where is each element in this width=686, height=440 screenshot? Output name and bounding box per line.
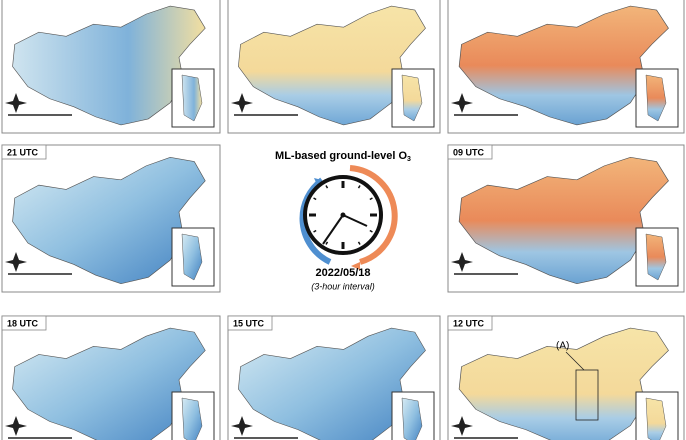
annotation-box [575, 369, 599, 421]
map-panel: 12 UTC (A) [447, 315, 685, 440]
annotation-leader [565, 351, 585, 371]
inset-land [401, 74, 423, 122]
map-region [238, 5, 426, 126]
clock-tick [357, 185, 361, 189]
map-panel: 15 UTC [227, 315, 441, 440]
annotation: (A) [556, 341, 569, 352]
time-label: 12 UTC [453, 318, 485, 328]
inset-land [181, 74, 203, 122]
label-box [1, 315, 47, 331]
map-panel: 21 UTC [1, 144, 221, 293]
arrow-blue [314, 178, 322, 187]
time-label: 21 UTC [7, 147, 39, 157]
clock-tick [369, 197, 373, 201]
map-region [12, 5, 206, 126]
clock-tick [369, 229, 373, 233]
clock-graphic [299, 165, 398, 270]
compass [5, 252, 27, 272]
inset-land [181, 233, 203, 281]
minute-hand [322, 214, 344, 245]
title-text: ML-based ground-level O [275, 150, 407, 162]
time-label: 15 UTC [233, 318, 265, 328]
map-panel: 09 UTC [447, 144, 685, 293]
arc-orange [349, 165, 398, 265]
map-panel: 18 UTC [1, 315, 221, 440]
compass [451, 93, 473, 113]
label-box [447, 315, 493, 331]
clock-tick [325, 185, 329, 189]
compass [5, 93, 27, 113]
inset-land [181, 397, 203, 440]
map-region [458, 327, 669, 440]
title-subscript: 3 [407, 156, 411, 163]
clock-ticks [309, 181, 377, 249]
figure-title: ML-based ground-level O3 [275, 150, 411, 163]
clock-tick [357, 241, 361, 245]
map-region [12, 327, 206, 440]
map-region [238, 327, 426, 440]
hour-hand [342, 214, 368, 227]
date: 2022/05/18 [315, 267, 370, 279]
time-label: 09 UTC [453, 147, 485, 157]
map-region [12, 156, 206, 285]
compass [5, 416, 27, 436]
label-box [1, 144, 47, 160]
clock-center [340, 212, 346, 218]
inset-land [401, 397, 423, 440]
compass [451, 252, 473, 272]
map-region [458, 156, 669, 285]
label-box [227, 315, 273, 331]
map-region [458, 5, 669, 126]
map-panel [447, 0, 685, 134]
clock-tick [325, 241, 329, 245]
clock-tick [313, 229, 317, 233]
compass [451, 416, 473, 436]
compass [231, 416, 253, 436]
clock-tick [313, 197, 317, 201]
label-box [447, 144, 493, 160]
map-panel [227, 0, 441, 134]
inset-land [645, 74, 667, 122]
inset-land [645, 233, 667, 281]
inset-land [645, 397, 667, 440]
interval: (3-hour interval) [311, 281, 375, 291]
compass [231, 93, 253, 113]
arrow-orange [351, 262, 360, 270]
time-label: 18 UTC [7, 318, 39, 328]
map-panel [1, 0, 221, 134]
